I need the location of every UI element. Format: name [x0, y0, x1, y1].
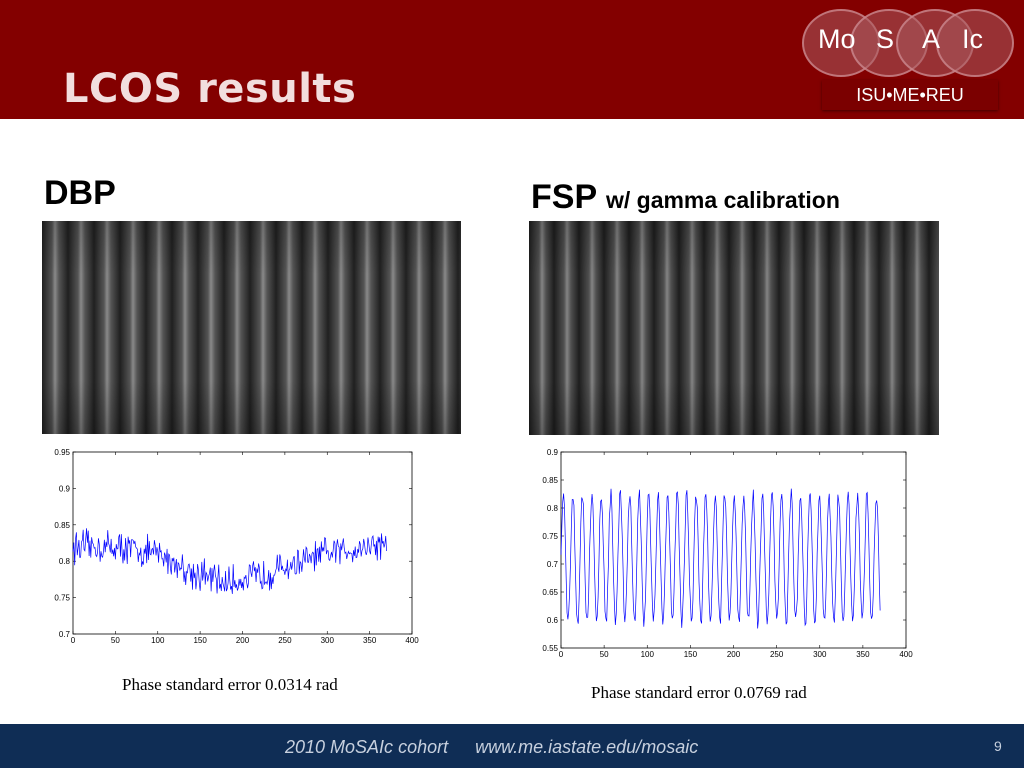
x-tick-label: 350 [363, 636, 377, 645]
y-tick-label: 0.8 [59, 557, 71, 566]
x-tick-label: 0 [559, 650, 564, 659]
x-tick-label: 300 [813, 650, 827, 659]
fsp-label-suffix: w/ gamma calibration [605, 187, 840, 213]
x-tick-label: 300 [321, 636, 335, 645]
x-tick-label: 200 [727, 650, 741, 659]
y-tick-label: 0.55 [542, 644, 558, 653]
x-tick-label: 50 [111, 636, 120, 645]
fsp-caption: Phase standard error 0.0769 rad [591, 683, 807, 702]
footer-text: 2010 MoSAIc cohort www.me.iastate.edu/mo… [285, 737, 698, 758]
logo-letter: S [876, 24, 895, 54]
dbp-fringe-image [42, 221, 461, 434]
dbp-phase-plot: 0 50 100 150 200 250 300 350 400 0.7 0.75 0.8 0.85 0.… [54, 448, 419, 645]
plot-frame [560, 451, 907, 649]
fsp-label-main: FSP [531, 178, 597, 216]
y-tick-label: 0.6 [547, 616, 559, 625]
logo-ring [936, 9, 1014, 77]
slide-title: LCOS results [63, 66, 357, 112]
y-tick-label: 0.75 [54, 594, 70, 603]
fsp-label: FSP w/ gamma calibration [531, 178, 840, 217]
footer-url[interactable]: www.me.iastate.edu/mosaic [475, 737, 699, 757]
plot-frame [72, 451, 413, 635]
x-tick-label: 100 [151, 636, 165, 645]
y-tick-label: 0.7 [547, 560, 559, 569]
footer-cohort: 2010 MoSAIc cohort [285, 737, 449, 757]
y-tick-label: 0.8 [547, 504, 559, 513]
x-tick-label: 400 [405, 636, 419, 645]
phase-trace [560, 488, 881, 629]
x-tick-label: 150 [684, 650, 698, 659]
x-tick-label: 200 [236, 636, 250, 645]
footer-bar: 2010 MoSAIc cohort www.me.iastate.edu/mo… [0, 724, 1024, 768]
y-tick-label: 0.65 [542, 588, 558, 597]
dbp-caption: Phase standard error 0.0314 rad [122, 675, 338, 694]
fsp-phase-plot: 0 50 100 150 200 250 300 350 400 0.55 0.6 0.65 0.7 0.… [542, 448, 913, 659]
x-tick-label: 0 [71, 636, 76, 645]
fsp-fringe-image [529, 221, 939, 435]
x-tick-label: 400 [899, 650, 913, 659]
x-tick-label: 50 [600, 650, 609, 659]
y-tick-label: 0.75 [542, 532, 558, 541]
y-tick-label: 0.9 [59, 484, 71, 493]
logo-letter: Ic [962, 24, 984, 54]
x-tick-label: 100 [641, 650, 655, 659]
y-tick-label: 0.85 [542, 476, 558, 485]
logo-subtitle: ISU•ME•REU [822, 80, 998, 110]
y-tick-label: 0.7 [59, 630, 71, 639]
y-tick-label: 0.85 [54, 521, 70, 530]
x-tick-label: 250 [770, 650, 784, 659]
x-tick-label: 150 [193, 636, 207, 645]
logo-letter: Mo [818, 24, 856, 54]
y-tick-label: 0.95 [54, 448, 70, 457]
mosaic-logo: Mo S A Ic ISU•ME•REU [800, 6, 1020, 116]
x-tick-label: 250 [278, 636, 292, 645]
x-tick-label: 350 [856, 650, 870, 659]
logo-letter: A [922, 24, 941, 54]
dbp-label: DBP [44, 174, 116, 212]
page-number: 9 [994, 738, 1002, 754]
y-tick-label: 0.9 [547, 448, 559, 457]
phase-trace [72, 528, 387, 594]
